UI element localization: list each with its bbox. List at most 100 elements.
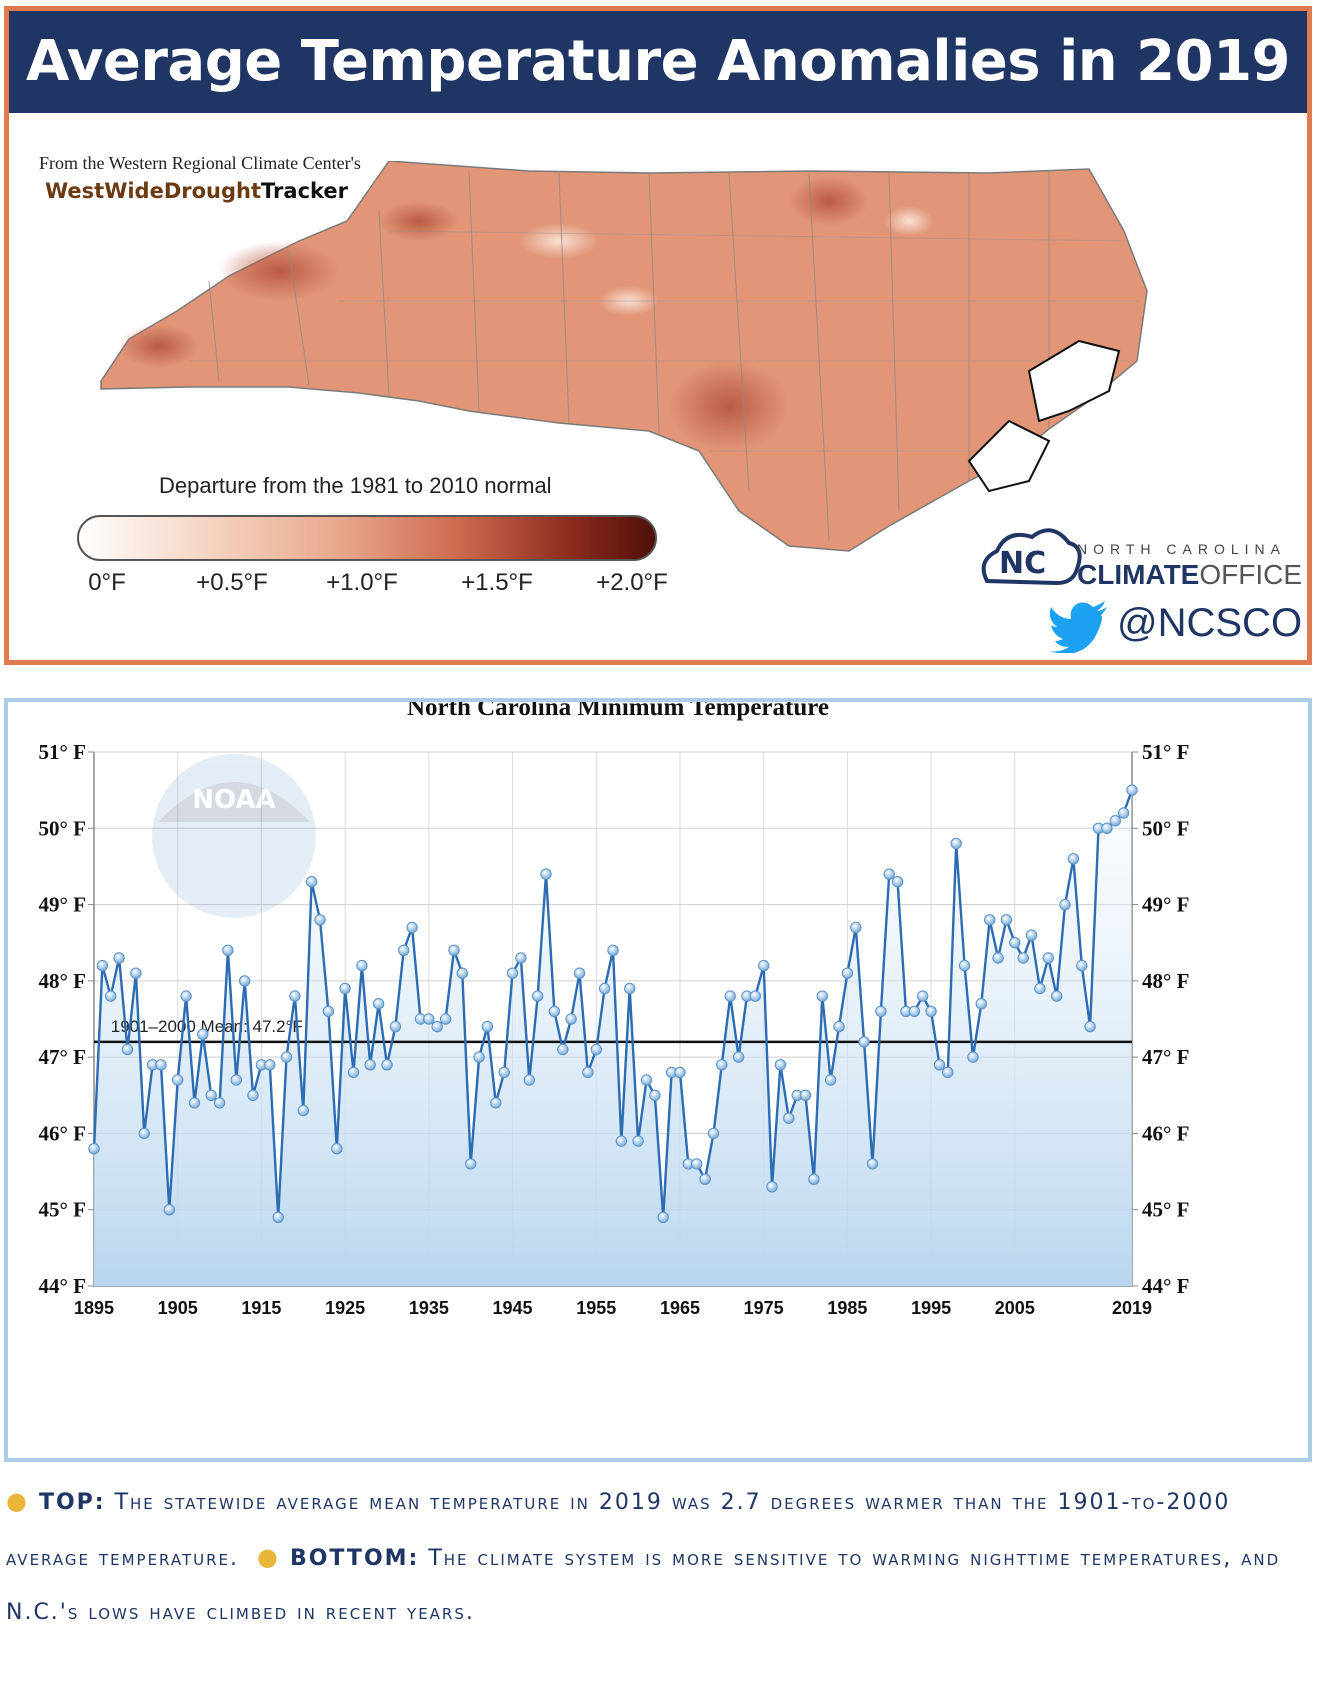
y-tick-label: 50° F — [39, 816, 86, 840]
data-point — [749, 990, 761, 1002]
data-point — [841, 967, 854, 979]
bullet-icon: ● — [257, 1543, 280, 1571]
data-point — [875, 1005, 887, 1018]
data-point — [297, 1104, 309, 1117]
series-area — [94, 790, 1132, 1286]
bullet-icon: ● — [6, 1487, 29, 1515]
x-tick-label: 2019 — [1112, 1298, 1152, 1318]
data-point — [247, 1089, 259, 1101]
data-point — [506, 967, 519, 979]
data-point — [565, 1013, 577, 1025]
data-point — [707, 1127, 720, 1140]
y-tick-label: 44° F — [39, 1274, 86, 1298]
x-tick-label: 1995 — [911, 1298, 951, 1318]
data-point — [1126, 784, 1138, 796]
data-point — [774, 1059, 787, 1071]
climate-office-logo: NC — [981, 528, 1082, 586]
x-tick-label: 1895 — [74, 1298, 114, 1318]
x-tick-label: 2005 — [995, 1298, 1035, 1318]
nc-anomaly-map — [100, 161, 1148, 552]
data-point — [674, 1066, 686, 1079]
caption-top-text: The statewide average mean temperature i… — [6, 1490, 1231, 1571]
caption-top-head: TOP: — [38, 1490, 106, 1515]
data-point — [866, 1158, 879, 1170]
data-point — [573, 967, 586, 979]
noaa-watermark: NOAA — [152, 754, 316, 918]
data-point — [1034, 982, 1046, 995]
y-tick-label-right: 51° F — [1142, 740, 1189, 764]
data-point — [808, 1173, 820, 1185]
data-point — [423, 1013, 435, 1025]
y-tick-label-right: 50° F — [1142, 816, 1189, 840]
y-tick-label-right: 49° F — [1142, 893, 1189, 917]
data-point — [766, 1181, 778, 1193]
data-point — [398, 944, 410, 957]
noaa-watermark-label: NOAA — [192, 785, 275, 815]
data-point — [1117, 807, 1130, 819]
data-point — [598, 982, 611, 995]
data-point — [632, 1135, 644, 1147]
data-point — [213, 1097, 226, 1109]
data-point — [783, 1112, 795, 1124]
data-point — [163, 1204, 176, 1216]
data-point — [113, 952, 125, 964]
tracker-logo: WestWideDroughtTracker — [45, 179, 348, 203]
data-point — [582, 1066, 594, 1079]
y-tick-label: 46° F — [39, 1121, 86, 1145]
legend-tick: +0.5°F — [196, 569, 268, 596]
data-point — [498, 1066, 510, 1079]
data-point — [942, 1066, 954, 1079]
y-tick-label-right: 45° F — [1142, 1198, 1189, 1222]
data-point — [230, 1074, 243, 1086]
x-tick-label: 1965 — [660, 1298, 700, 1318]
data-point — [908, 1005, 921, 1018]
data-point — [105, 990, 117, 1002]
data-point — [724, 990, 736, 1002]
y-tick-label-right: 46° F — [1142, 1121, 1189, 1145]
data-point — [540, 868, 552, 880]
data-point — [1017, 952, 1029, 964]
data-point — [1025, 929, 1038, 941]
data-point — [1076, 959, 1088, 972]
logo-north-carolina: NORTH CAROLINA — [1077, 541, 1286, 557]
data-point — [515, 952, 527, 964]
y-tick-label-right: 47° F — [1142, 1045, 1189, 1069]
x-tick-label: 1985 — [827, 1298, 867, 1318]
twitter-bird-icon — [1049, 601, 1107, 653]
data-point — [1000, 914, 1013, 926]
data-point — [1042, 952, 1055, 964]
y-tick-label: 49° F — [39, 893, 86, 917]
data-point — [339, 982, 351, 995]
data-point — [305, 876, 318, 888]
data-point — [590, 1043, 602, 1056]
x-tick-label: 1955 — [576, 1298, 616, 1318]
data-point — [883, 868, 895, 880]
data-point — [314, 914, 326, 926]
data-point — [858, 1036, 870, 1048]
svg-text:NC: NC — [999, 546, 1046, 581]
figure-caption: ● TOP: The statewide average mean tempera… — [6, 1474, 1306, 1640]
y-tick-label: 48° F — [39, 969, 86, 993]
data-point — [381, 1059, 393, 1071]
data-point — [649, 1089, 661, 1101]
x-tick-label: 1905 — [158, 1298, 198, 1318]
y-tick-label: 51° F — [39, 740, 86, 764]
data-point — [975, 998, 987, 1010]
caption-bottom-head: BOTTOM: — [289, 1546, 420, 1571]
data-point — [205, 1089, 217, 1101]
data-point — [138, 1127, 150, 1140]
data-point — [624, 982, 636, 995]
data-point — [272, 1211, 284, 1223]
data-point — [121, 1043, 134, 1056]
data-point — [1109, 815, 1122, 827]
tracker-logo-part-a: WestWideDrought — [45, 179, 262, 203]
data-point — [322, 1005, 335, 1018]
data-point — [264, 1059, 276, 1071]
data-point — [833, 1020, 845, 1033]
data-point — [615, 1135, 628, 1147]
data-point — [364, 1059, 376, 1071]
data-point — [239, 975, 251, 987]
data-point — [732, 1051, 745, 1063]
tracker-logo-part-b: Tracker — [261, 179, 349, 203]
data-point — [824, 1074, 837, 1086]
